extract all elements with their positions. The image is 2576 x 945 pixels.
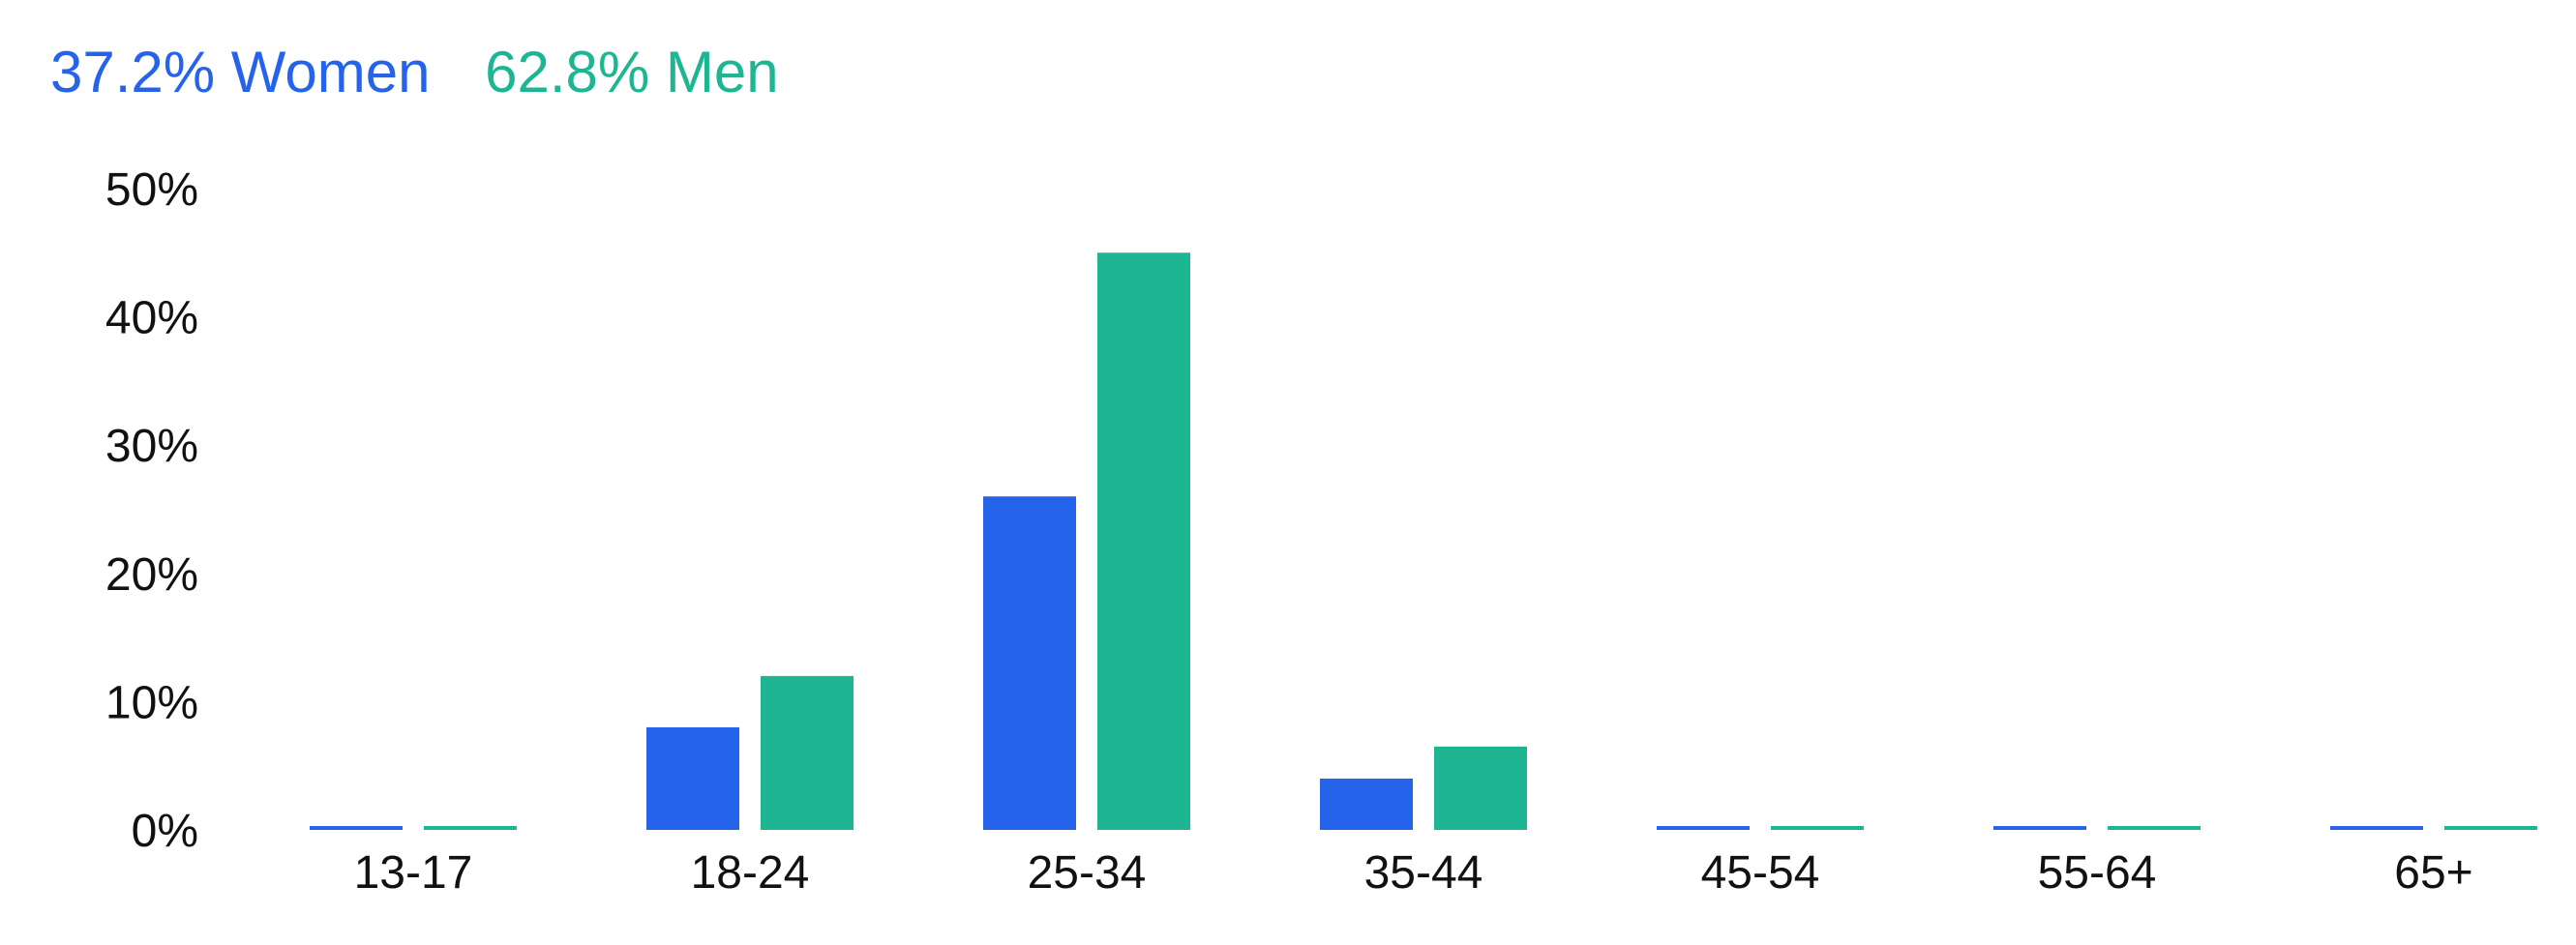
bar-men-55-64 (2108, 826, 2201, 830)
bar-women-13-17 (310, 826, 403, 830)
y-tick-label: 20% (105, 549, 198, 601)
bar-men-18-24 (761, 675, 854, 830)
bar-men-25-34 (1097, 252, 1190, 830)
chart-legend: 37.2% Women 62.8% Men (50, 39, 818, 105)
y-tick-label: 30% (105, 421, 198, 472)
y-tick-label: 40% (105, 293, 198, 344)
bar-men-35-44 (1434, 746, 1527, 830)
bar-women-18-24 (646, 726, 739, 830)
x-tick-label: 25-34 (1028, 847, 1147, 899)
bar-women-55-64 (1993, 826, 2086, 830)
x-tick-label: 55-64 (2038, 847, 2157, 899)
x-tick-label: 13-17 (354, 847, 473, 899)
y-tick-label: 10% (105, 677, 198, 728)
x-tick-label: 18-24 (691, 847, 810, 899)
legend-women: 37.2% Women (50, 40, 431, 104)
x-tick-label: 45-54 (1701, 847, 1820, 899)
bar-men-65+ (2444, 826, 2537, 830)
bar-women-45-54 (1657, 826, 1750, 830)
bar-women-65+ (2330, 826, 2423, 830)
x-tick-label: 35-44 (1364, 847, 1483, 899)
y-tick-label: 50% (105, 164, 198, 216)
y-tick-label: 0% (132, 806, 198, 857)
bar-men-13-17 (424, 826, 517, 830)
bar-women-25-34 (983, 496, 1076, 830)
x-tick-label: 65+ (2394, 847, 2472, 899)
bar-men-45-54 (1771, 826, 1864, 830)
bar-women-35-44 (1320, 778, 1413, 830)
legend-men: 62.8% Men (485, 40, 779, 104)
